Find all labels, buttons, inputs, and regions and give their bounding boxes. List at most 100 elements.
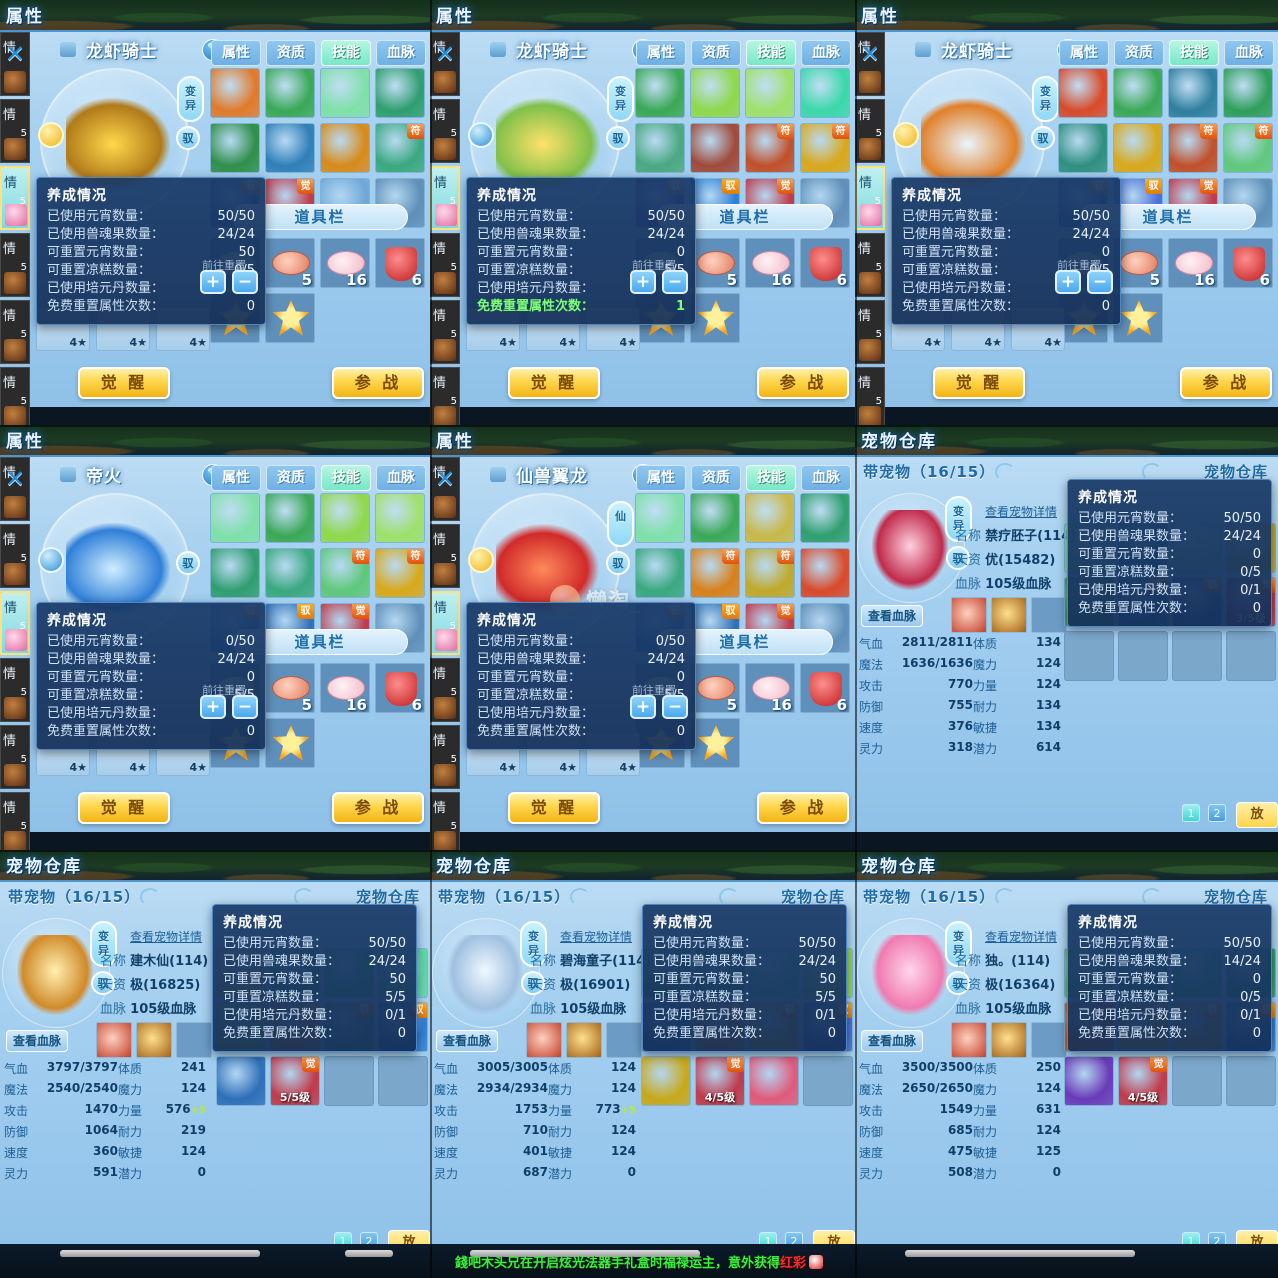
skill-slot[interactable] (690, 68, 740, 118)
skill-slot[interactable] (635, 68, 685, 118)
skill-slot-empty[interactable] (1172, 631, 1222, 681)
skill-slot[interactable] (800, 493, 850, 543)
skill-slot[interactable]: 符 (320, 548, 370, 598)
view-blood-button[interactable]: 查看血脉 (861, 1030, 923, 1052)
plus-button[interactable]: + (200, 270, 226, 294)
minus-button[interactable]: − (662, 270, 688, 294)
item-slot-2[interactable]: 16 (320, 238, 370, 288)
close-icon[interactable]: ✕ (859, 40, 881, 68)
skill-slot[interactable]: 符 (690, 548, 740, 598)
skill-slot-empty[interactable] (803, 1056, 853, 1106)
tab-3[interactable]: 血脉 (376, 40, 426, 66)
tab-3[interactable]: 血脉 (801, 465, 851, 491)
tab-0[interactable]: 属性 (636, 40, 686, 66)
pet-portrait[interactable]: 变异驭 (466, 68, 662, 218)
tab-2[interactable]: 技能 (746, 465, 796, 491)
skill-slot[interactable] (210, 68, 260, 118)
lock-icon[interactable] (490, 42, 506, 57)
item-slot-1[interactable]: 5 (265, 663, 315, 713)
skill-slot-empty[interactable] (1226, 631, 1276, 681)
plus-button[interactable]: + (630, 695, 656, 719)
equip-slot-necklace-icon[interactable] (96, 1022, 132, 1058)
close-icon[interactable]: ✕ (434, 40, 456, 68)
lock-icon[interactable] (60, 467, 76, 482)
tab-0[interactable]: 属性 (1059, 40, 1109, 66)
skill-slot[interactable]: 符 (1223, 123, 1273, 173)
pet-portrait[interactable]: 变异驭 (857, 493, 972, 603)
skill-slot[interactable]: 符 (375, 548, 425, 598)
rail-item-0[interactable]: 情 (430, 457, 460, 521)
item-slot-1[interactable]: 5 (265, 238, 315, 288)
skill-slot[interactable] (216, 1056, 266, 1106)
item-slot-5[interactable] (265, 718, 315, 768)
skill-slot[interactable]: 觉 4/5级 (695, 1056, 745, 1106)
awaken-button[interactable]: 觉 醒 (78, 367, 170, 399)
equip-slot-empty[interactable] (1031, 1022, 1067, 1058)
page-2-button[interactable]: 2 (1208, 804, 1226, 822)
skill-slot[interactable] (1168, 68, 1218, 118)
skill-slot-empty[interactable] (378, 1056, 428, 1106)
skill-slot[interactable] (1113, 123, 1163, 173)
tab-1[interactable]: 资质 (691, 40, 741, 66)
skill-slot[interactable] (320, 123, 370, 173)
skill-slot[interactable]: 符 (745, 123, 795, 173)
item-slot-3[interactable]: 6 (375, 663, 425, 713)
skill-slot[interactable] (690, 123, 740, 173)
equip-slot-empty[interactable] (1031, 597, 1067, 633)
item-slot-5[interactable] (1113, 293, 1163, 343)
minus-button[interactable]: − (662, 695, 688, 719)
skill-slot[interactable] (265, 548, 315, 598)
tab-1[interactable]: 资质 (1114, 40, 1164, 66)
skill-slot[interactable] (210, 123, 260, 173)
skill-slot[interactable] (1058, 123, 1108, 173)
tab-0[interactable]: 属性 (636, 465, 686, 491)
awaken-button[interactable]: 觉 醒 (508, 367, 600, 399)
item-slot-5[interactable] (265, 293, 315, 343)
store-pet-button[interactable]: 放 (1236, 802, 1278, 828)
equip-slot-armor-icon[interactable] (991, 1022, 1027, 1058)
tab-0[interactable]: 属性 (211, 465, 261, 491)
view-blood-button[interactable]: 查看血脉 (436, 1030, 498, 1052)
plus-button[interactable]: + (630, 270, 656, 294)
close-icon[interactable]: ✕ (4, 465, 26, 493)
skill-slot[interactable]: 符 (800, 123, 850, 173)
close-icon[interactable]: ✕ (434, 465, 456, 493)
item-slot-5[interactable] (690, 293, 740, 343)
lock-icon[interactable] (490, 467, 506, 482)
skill-slot-empty[interactable] (1172, 1056, 1222, 1106)
warehouse-tab-label[interactable]: 宠物仓库 (1203, 463, 1268, 481)
skill-slot[interactable]: 觉 5/5级 (270, 1056, 320, 1106)
lock-icon[interactable] (60, 42, 76, 57)
tab-1[interactable]: 资质 (691, 465, 741, 491)
skill-slot[interactable]: 觉 4/5级 (1118, 1056, 1168, 1106)
close-icon[interactable]: ✕ (4, 40, 26, 68)
skill-slot[interactable] (375, 493, 425, 543)
item-slot-3[interactable]: 6 (800, 663, 850, 713)
item-slot-1[interactable]: 5 (690, 663, 740, 713)
tab-2[interactable]: 技能 (321, 465, 371, 491)
rail-item-0[interactable]: 情 (0, 457, 30, 521)
item-slot-2[interactable]: 16 (745, 238, 795, 288)
equip-slot-necklace-icon[interactable] (951, 1022, 987, 1058)
lock-icon[interactable] (915, 42, 931, 57)
skill-slot[interactable] (635, 493, 685, 543)
